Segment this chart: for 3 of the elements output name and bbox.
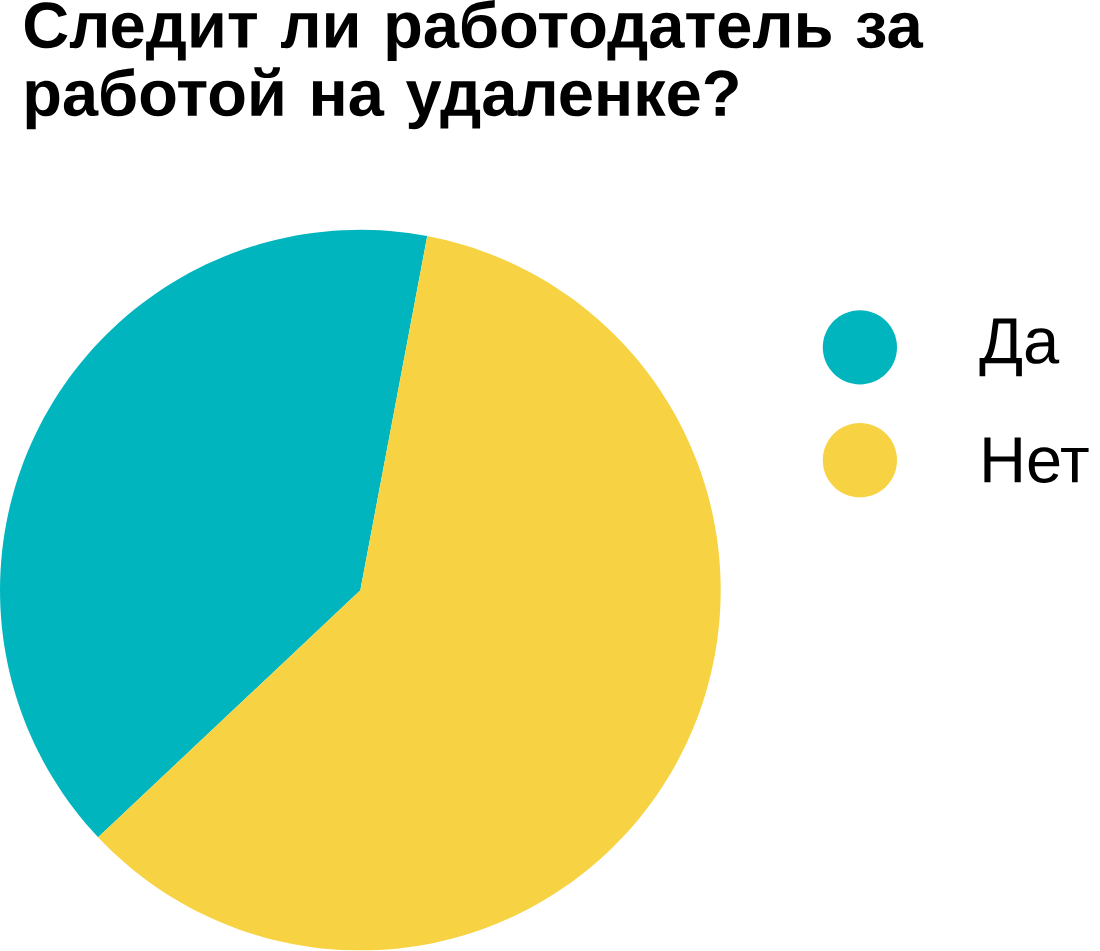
legend-label: Да — [979, 318, 1060, 377]
legend-label: Нет — [984, 437, 1089, 484]
chart-title: Следит ли работодатель за работой на удаленке? — [24, 0, 924, 130]
